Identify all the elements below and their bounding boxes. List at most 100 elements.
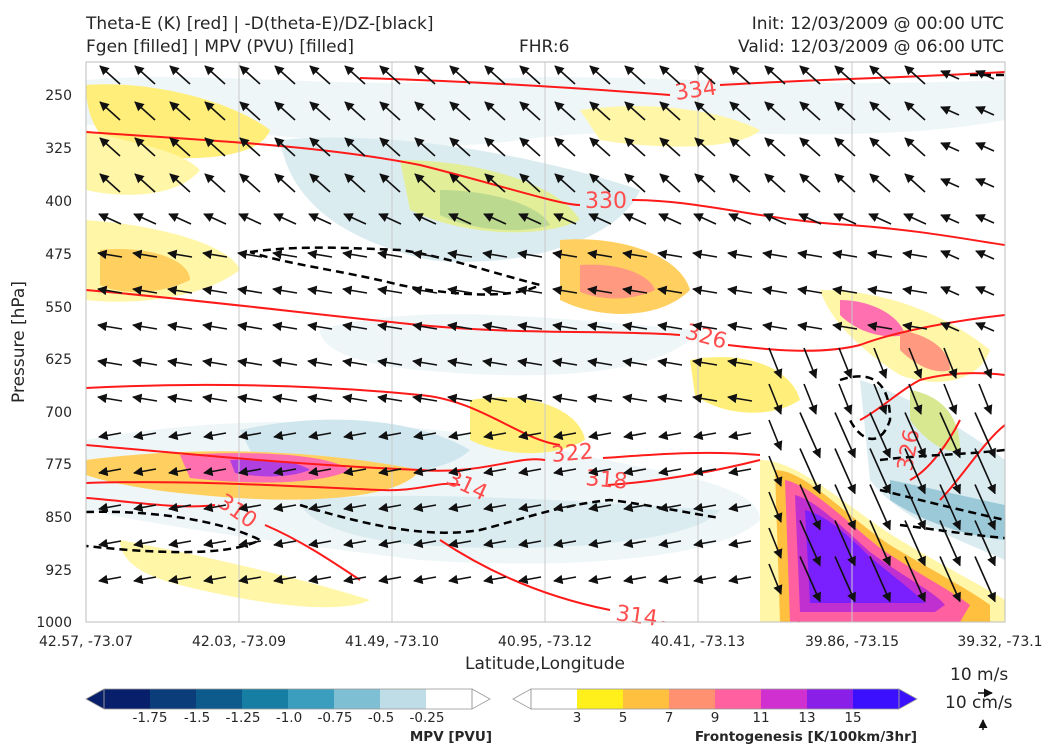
wind-arrow — [483, 466, 507, 477]
wind-arrow — [622, 357, 648, 368]
wind-arrow — [344, 65, 366, 85]
wind-arrow — [902, 321, 928, 332]
wind-arrow — [202, 357, 228, 368]
wind-arrow — [168, 538, 192, 549]
wind-arrow — [272, 393, 298, 404]
wind-arrow — [799, 412, 821, 459]
wind-arrow — [762, 249, 788, 260]
wind-arrow — [803, 383, 818, 415]
wind-arrow — [378, 466, 402, 477]
wind-arrow — [99, 173, 121, 193]
title-left-line1: Theta-E (K) [red] | -D(theta-E)/DZ-[blac… — [86, 14, 434, 34]
wind-arrow — [624, 137, 646, 157]
wind-arrow — [692, 357, 718, 368]
wind-arrow — [413, 574, 437, 585]
wind-arrow — [978, 383, 993, 415]
wind-arrow — [869, 101, 891, 121]
wind-arrow — [833, 213, 857, 225]
wind-arrow — [940, 250, 960, 260]
wind-arrow — [869, 556, 891, 603]
wind-arrow — [99, 101, 121, 121]
wind-arrow — [588, 213, 612, 225]
plot-frame — [85, 61, 1006, 623]
wind-arrow — [797, 249, 823, 260]
init-time: Init: 12/03/2009 @ 00:00 UTC — [751, 14, 1004, 34]
wind-arrow — [202, 285, 228, 296]
wind-arrow — [589, 101, 611, 121]
wind-arrow — [307, 249, 333, 260]
wind-arrow — [728, 213, 752, 225]
wind-arrow — [657, 249, 683, 260]
wind-arrow — [768, 527, 783, 559]
wind-arrow — [554, 65, 576, 85]
wind-arrow — [554, 137, 576, 157]
wind-arrow — [133, 574, 157, 585]
wind-arrow — [768, 419, 783, 451]
colorbar-segment — [715, 689, 762, 709]
wind-arrow — [168, 466, 192, 477]
wind-arrow — [482, 321, 508, 332]
wind-arrow — [98, 502, 122, 513]
wind-arrow — [414, 65, 436, 85]
wind-arrow — [483, 574, 507, 585]
wind-arrow — [273, 213, 297, 225]
wind-arrow — [378, 574, 402, 585]
fgen-tick: 13 — [798, 710, 815, 726]
wind-arrow — [309, 65, 331, 85]
wind-arrow — [975, 178, 995, 188]
wind-arrow — [729, 137, 751, 157]
wind-arrow — [623, 538, 647, 549]
wind-arrow — [768, 491, 783, 523]
colorbar-segment — [577, 689, 624, 709]
wind-arrow — [727, 321, 753, 332]
fgen-colorbar-ticks: 3 5 7 9 11 13 15 — [573, 710, 862, 726]
wind-arrow — [168, 213, 192, 225]
wind-arrow — [978, 347, 993, 379]
mpv-tick: -1.75 — [133, 710, 168, 726]
wind-arrow — [414, 137, 436, 157]
wind-arrow — [554, 101, 576, 121]
wind-arrow — [727, 357, 753, 368]
fgen-tick: 9 — [711, 710, 720, 726]
wind-arrow — [903, 213, 927, 225]
wind-arrow — [518, 502, 542, 513]
wind-arrow — [554, 173, 576, 193]
valid-time: Valid: 12/03/2009 @ 06:00 UTC — [738, 37, 1004, 57]
wind-arrow — [272, 321, 298, 332]
wind-arrow — [484, 65, 506, 85]
colorbar-segment — [288, 689, 335, 709]
wind-arrow — [657, 321, 683, 332]
wind-arrow — [239, 101, 261, 121]
wind-arrow — [553, 538, 577, 549]
y-tick: 1000 — [36, 615, 72, 631]
wind-arrow — [238, 213, 262, 225]
wind-arrow — [797, 321, 823, 332]
wind-arrow — [518, 430, 542, 441]
wind-arrow — [272, 249, 298, 260]
wind-arrow — [869, 448, 891, 495]
wind-arrow — [553, 430, 577, 441]
wind-arrow — [943, 383, 958, 415]
wind-arrow — [412, 249, 438, 260]
wind-arrow — [834, 65, 856, 85]
wind-arrow — [99, 65, 121, 85]
wind-arrow — [624, 173, 646, 193]
wind-arrow — [272, 285, 298, 296]
wind-arrow — [518, 466, 542, 477]
y-tick: 250 — [45, 88, 72, 104]
wind-arrow — [133, 213, 157, 225]
wind-arrow — [413, 538, 437, 549]
colorbar-segment — [853, 689, 900, 709]
wind-arrow — [904, 520, 926, 567]
wind-arrow — [768, 383, 783, 415]
mpv-colorbar-label: MPV [PVU] — [410, 729, 492, 745]
wind-arrow — [413, 430, 437, 441]
wind-arrow — [869, 173, 891, 193]
wind-arrow — [98, 574, 122, 585]
wind-arrow — [943, 347, 958, 379]
wind-arrow — [975, 250, 995, 260]
wind-arrow — [342, 393, 368, 404]
wind-arrow — [622, 321, 648, 332]
wind-arrow — [834, 173, 856, 193]
wind-scale-horizontal: 10 m/s — [950, 665, 1008, 685]
